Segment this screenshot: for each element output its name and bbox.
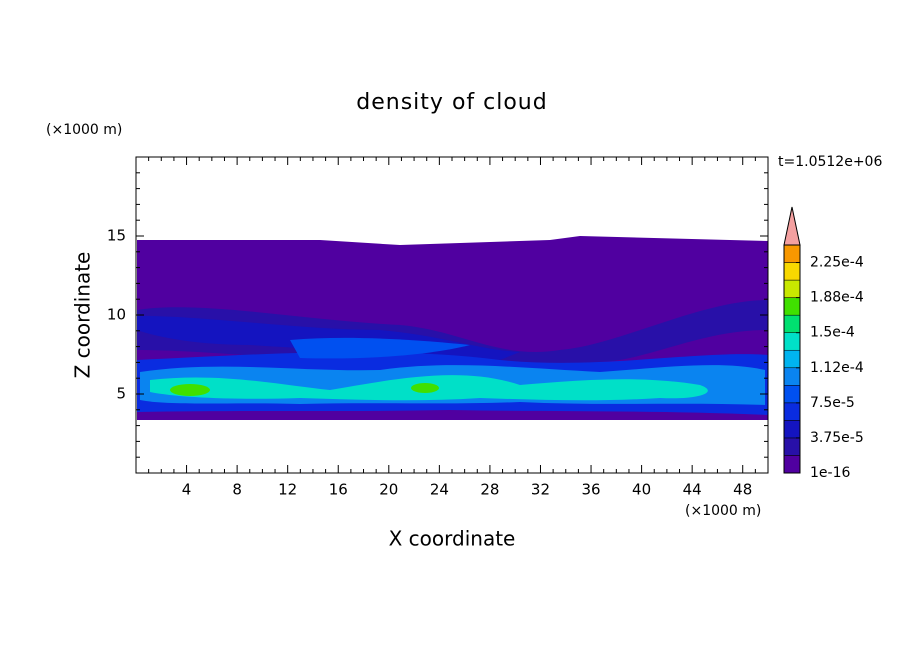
colorbar-tick-label: 1.88e-4 — [810, 290, 864, 306]
x-tick-label: 32 — [531, 481, 550, 499]
y-unit: (×1000 m) — [46, 122, 122, 138]
x-unit: (×1000 m) — [685, 503, 761, 519]
x-tick-label: 28 — [480, 481, 499, 499]
y-tick-label: 10 — [107, 306, 126, 324]
colorbar-band — [783, 402, 801, 421]
colorbar-band — [783, 244, 801, 263]
colorbar-band — [783, 297, 801, 316]
colorbar-band — [783, 367, 801, 386]
colorbar-frame — [783, 244, 801, 474]
colorbar-band — [783, 314, 801, 333]
colorbar-tick-label: 7.5e-5 — [810, 395, 855, 411]
x-axis-title: X coordinate — [389, 527, 516, 551]
colorbar-tick-label: 2.25e-4 — [810, 255, 864, 271]
colorbar-band — [783, 385, 801, 404]
chart-title: density of cloud — [356, 90, 547, 115]
colorbar-tick-label: 1.12e-4 — [810, 360, 864, 376]
x-tick-label: 44 — [683, 481, 702, 499]
y-tick-label: 5 — [116, 385, 126, 403]
colorbar-band — [783, 455, 801, 474]
y-tick-label: 15 — [107, 227, 126, 245]
colorbar-tick-label: 1.5e-4 — [810, 325, 855, 341]
colorbar-tick-label: 3.75e-5 — [810, 430, 864, 446]
colorbar-band — [783, 349, 801, 369]
x-tick-label: 40 — [632, 481, 651, 499]
x-tick-label: 4 — [182, 481, 192, 499]
contour-field — [137, 236, 768, 420]
colorbar-extend — [783, 206, 801, 246]
time-label: t=1.0512e+06 — [778, 154, 882, 170]
x-tick-label: 8 — [232, 481, 242, 499]
x-tick-label: 24 — [430, 481, 449, 499]
x-tick-label: 16 — [329, 481, 348, 499]
colorbar-band — [783, 437, 801, 456]
colorbar-band — [783, 332, 801, 351]
x-tick-label: 48 — [733, 481, 752, 499]
colorbar-band — [783, 262, 801, 281]
x-tick-label: 20 — [379, 481, 398, 499]
colorbar-band — [783, 420, 801, 439]
y-axis-title: Z coordinate — [71, 252, 95, 379]
colorbar-tick-label: 1e-16 — [810, 465, 850, 481]
colorbar-band — [783, 279, 801, 298]
x-tick-label: 36 — [581, 481, 600, 499]
x-tick-label: 12 — [278, 481, 297, 499]
